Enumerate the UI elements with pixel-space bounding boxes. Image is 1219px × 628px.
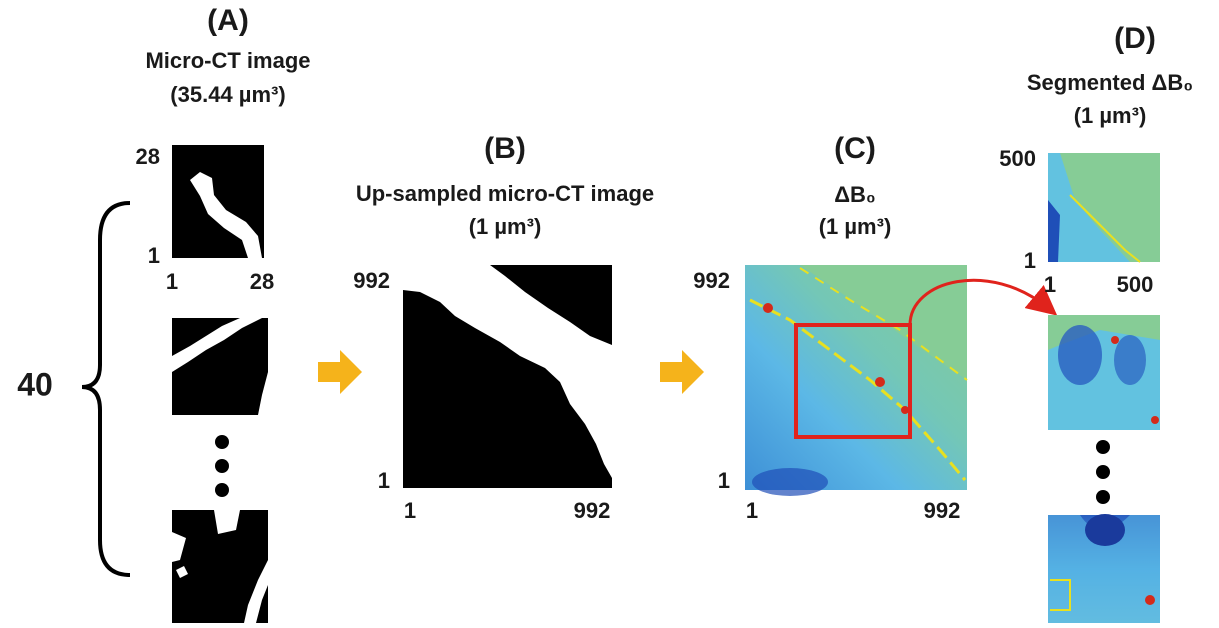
x-max-label: 500 bbox=[1117, 272, 1154, 297]
panel-title: Micro-CT image bbox=[145, 48, 310, 73]
panel-letter: (D) bbox=[1114, 22, 1156, 55]
segmented-field bbox=[1048, 514, 1160, 623]
panel-letter: (A) bbox=[207, 4, 249, 37]
x-max-label: 992 bbox=[574, 498, 611, 523]
y-max-label: 992 bbox=[693, 268, 730, 293]
x-min-label: 1 bbox=[404, 498, 416, 523]
y-max-label: 28 bbox=[136, 144, 160, 169]
flow-arrow bbox=[318, 350, 362, 394]
x-max-label: 28 bbox=[250, 269, 274, 294]
x-min-label: 1 bbox=[1044, 272, 1056, 297]
segmented-field bbox=[1048, 315, 1160, 430]
panel-title: ΔB₀ bbox=[834, 182, 876, 207]
micro-ct-slice bbox=[172, 318, 268, 415]
y-min-label: 1 bbox=[378, 468, 390, 493]
y-max-label: 500 bbox=[999, 146, 1036, 171]
x-min-label: 1 bbox=[166, 269, 178, 294]
figure: (A) Micro-CT image (35.44 µm³) 28 1 1 28… bbox=[0, 0, 1219, 628]
panel-title: Segmented ΔB₀ bbox=[1027, 70, 1193, 95]
panel-title: Up-sampled micro-CT image bbox=[356, 181, 654, 206]
slice-count: 40 bbox=[17, 366, 53, 402]
brace bbox=[82, 203, 130, 575]
ellipsis-dots bbox=[1096, 440, 1110, 504]
field-map bbox=[745, 265, 967, 496]
y-max-label: 992 bbox=[353, 268, 390, 293]
upsampled-image bbox=[403, 265, 612, 488]
x-max-label: 992 bbox=[924, 498, 961, 523]
ellipsis-dots bbox=[215, 435, 229, 497]
segmented-field bbox=[1048, 153, 1160, 262]
y-min-label: 1 bbox=[1024, 248, 1036, 273]
panel-resolution: (1 µm³) bbox=[469, 214, 542, 239]
panel-letter: (C) bbox=[834, 132, 876, 165]
flow-arrow bbox=[660, 350, 704, 394]
micro-ct-slice bbox=[172, 145, 264, 258]
y-min-label: 1 bbox=[718, 468, 730, 493]
panel-resolution: (1 µm³) bbox=[819, 214, 892, 239]
panel-letter: (B) bbox=[484, 132, 526, 165]
micro-ct-slice bbox=[172, 510, 268, 623]
x-min-label: 1 bbox=[746, 498, 758, 523]
y-min-label: 1 bbox=[148, 243, 160, 268]
panel-resolution: (35.44 µm³) bbox=[170, 82, 285, 107]
panel-resolution: (1 µm³) bbox=[1074, 103, 1147, 128]
